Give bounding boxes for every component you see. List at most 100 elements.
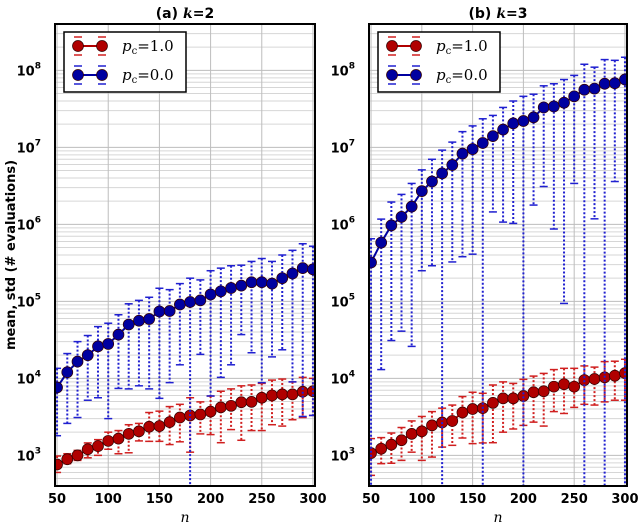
series-pc-1 xyxy=(55,376,315,474)
x-tick-label: 100 xyxy=(95,492,122,507)
panel-title: (a) k=2 xyxy=(156,6,214,22)
legend-label: pc=1.0 xyxy=(436,37,488,57)
data-point xyxy=(255,276,268,289)
data-point xyxy=(369,256,377,269)
legend-var: p xyxy=(436,66,446,84)
data-point xyxy=(517,390,530,402)
data-point xyxy=(55,458,63,471)
data-point xyxy=(266,389,278,402)
y-tick-base: 10 xyxy=(331,295,349,310)
y-tick-label: 104 xyxy=(17,369,41,387)
data-point xyxy=(184,296,196,308)
legend-item: pc=1.0 xyxy=(386,36,488,57)
title-value: =2 xyxy=(193,6,214,22)
legend-value: =1.0 xyxy=(137,37,173,55)
data-point xyxy=(507,117,520,130)
title-variable: k xyxy=(183,6,193,22)
data-point xyxy=(436,167,448,180)
legend: pc=1.0pc=0.0 xyxy=(63,31,187,93)
data-point xyxy=(112,328,125,341)
y-tick-exponent: 7 xyxy=(35,138,41,148)
data-point xyxy=(548,100,560,113)
legend-var: p xyxy=(122,37,132,55)
data-point xyxy=(61,366,74,379)
data-point xyxy=(415,425,428,438)
data-point xyxy=(426,419,438,432)
data-point xyxy=(102,338,115,350)
x-tick-label: 50 xyxy=(362,492,380,507)
data-point xyxy=(619,73,627,86)
data-point xyxy=(375,442,388,455)
data-point xyxy=(174,411,186,424)
legend-marker xyxy=(72,40,84,52)
data-point xyxy=(55,381,63,394)
legend-value: =1.0 xyxy=(451,37,487,55)
legend-marker xyxy=(386,40,398,52)
data-point xyxy=(143,313,156,325)
data-point xyxy=(507,392,520,405)
legend-marker xyxy=(386,69,398,81)
y-axis-label: mean, std (# evaluations) xyxy=(4,160,19,350)
data-point xyxy=(578,374,591,386)
data-point xyxy=(608,369,621,382)
legend-marker xyxy=(96,69,108,81)
title-variable: k xyxy=(496,6,506,22)
data-point xyxy=(497,123,509,136)
x-tick-label: 200 xyxy=(197,492,224,507)
data-point xyxy=(92,440,104,452)
data-point xyxy=(385,219,398,232)
data-point xyxy=(61,453,74,466)
x-tick-label: 250 xyxy=(561,492,588,507)
data-point xyxy=(598,77,611,90)
legend-marker xyxy=(410,69,422,81)
x-tick-label: 200 xyxy=(510,492,537,507)
legend-value: =0.0 xyxy=(451,66,487,84)
data-point xyxy=(143,420,156,433)
data-point xyxy=(235,279,248,292)
y-tick-label: 108 xyxy=(17,61,41,79)
legend-var: p xyxy=(436,37,446,55)
legend-var: p xyxy=(122,66,132,84)
data-point xyxy=(527,386,540,399)
data-point xyxy=(286,267,299,280)
axes-frame xyxy=(368,23,628,487)
y-tick-exponent: 3 xyxy=(349,446,355,456)
series-pc-1 xyxy=(369,358,627,477)
data-point xyxy=(102,435,115,447)
y-tick-exponent: 6 xyxy=(35,215,41,225)
legend-item: pc=1.0 xyxy=(72,36,174,57)
data-point xyxy=(578,83,591,96)
y-tick-base: 10 xyxy=(17,64,35,79)
y-tick-label: 107 xyxy=(331,138,355,156)
data-point xyxy=(466,143,479,155)
data-point xyxy=(537,385,550,398)
data-point xyxy=(385,438,398,451)
data-point xyxy=(153,420,166,432)
y-tick-base: 10 xyxy=(17,141,35,156)
legend-marker xyxy=(96,40,108,52)
data-point xyxy=(395,434,408,447)
data-point xyxy=(204,288,217,301)
data-point xyxy=(369,447,377,459)
data-point xyxy=(517,115,530,127)
x-axis-label: n xyxy=(180,510,189,526)
data-point xyxy=(588,82,601,95)
data-point xyxy=(548,380,560,393)
y-tick-base: 10 xyxy=(17,218,35,233)
data-point xyxy=(446,159,459,171)
title-prefix: (b) xyxy=(468,6,491,22)
data-point xyxy=(537,101,550,114)
title-prefix: (a) xyxy=(156,6,178,22)
data-point xyxy=(276,272,289,285)
data-point xyxy=(307,263,315,276)
data-point xyxy=(476,137,489,149)
series-pc-0 xyxy=(369,56,627,486)
y-tick-exponent: 5 xyxy=(349,292,355,302)
series-pc-0 xyxy=(55,242,315,486)
data-point xyxy=(487,397,499,409)
legend-item: pc=0.0 xyxy=(386,65,488,86)
data-point xyxy=(174,298,186,311)
data-point xyxy=(71,355,84,368)
